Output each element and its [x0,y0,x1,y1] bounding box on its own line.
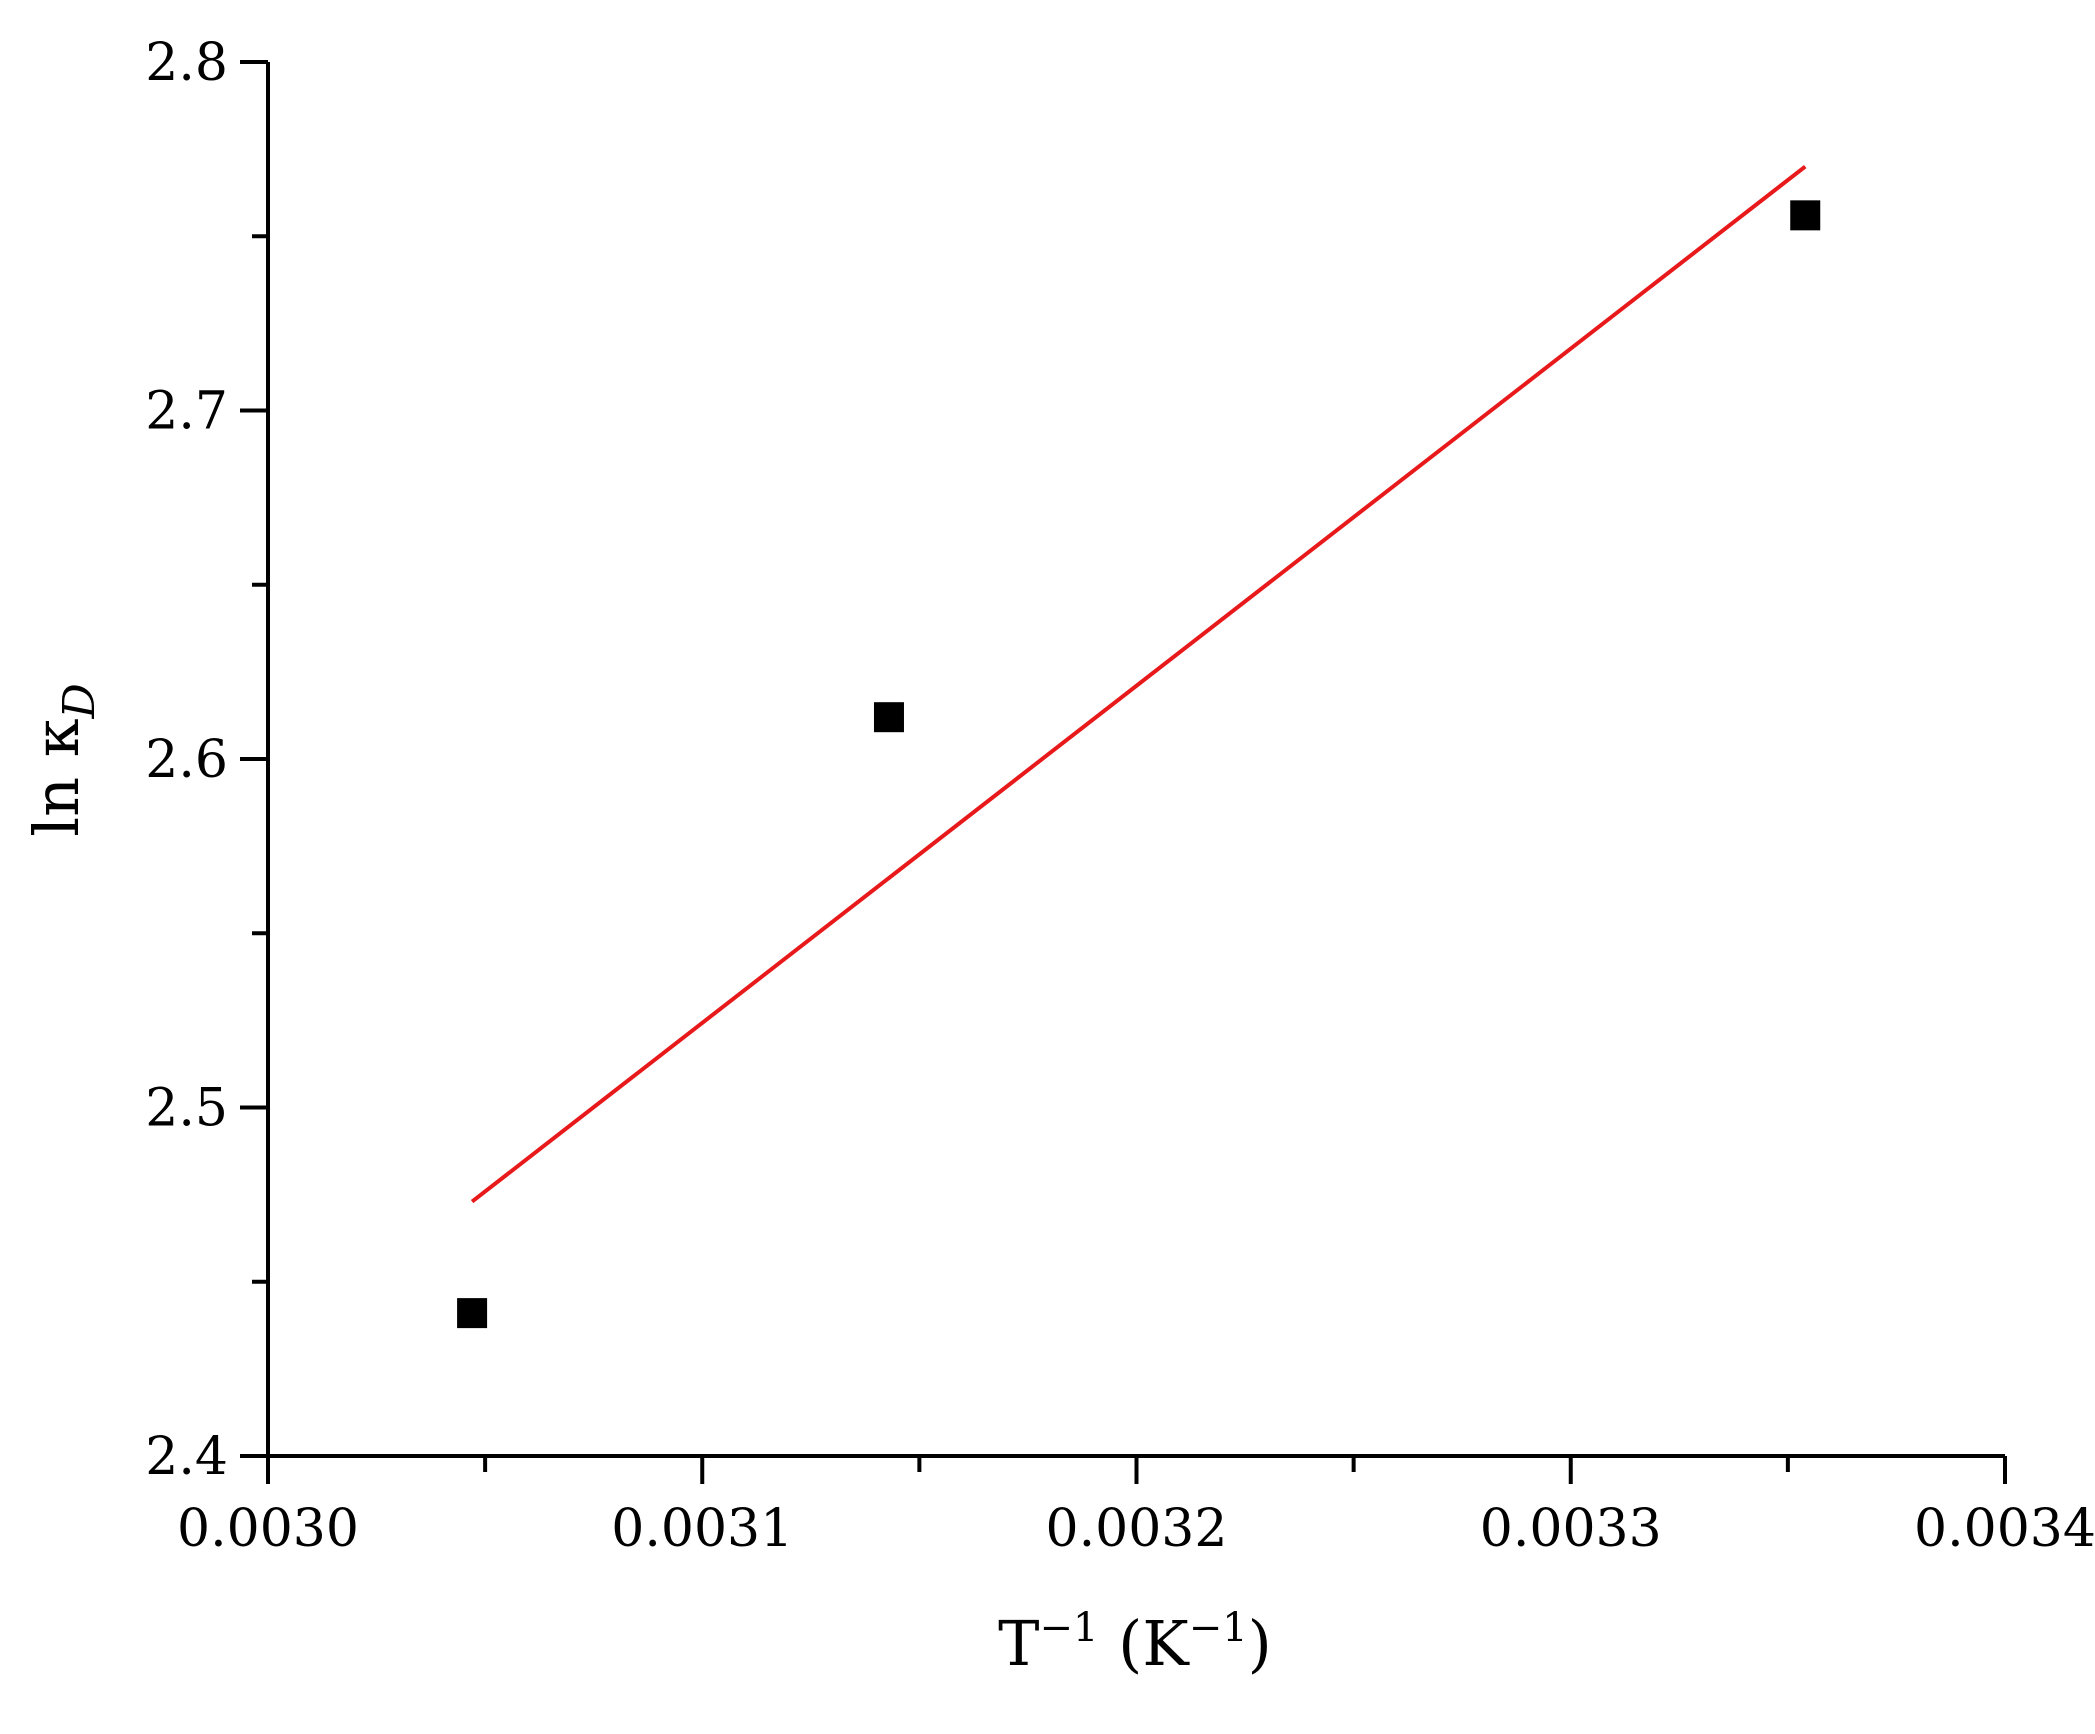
x-axis-title: T−1 (K−1) [998,1605,1272,1680]
y-tick-label: 2.6 [145,730,228,790]
linear-fit-line [470,164,1807,1204]
y-ticks: 2.4 2.5 2.6 2.7 2.8 [145,33,268,1487]
y-tick-label: 2.5 [145,1079,228,1139]
y-tick-label: 2.7 [145,382,228,442]
axes [266,62,2005,1458]
fit-line-group [470,164,1807,1204]
x-axis-title-unit-open: (K [1098,1607,1190,1680]
x-tick-label: 0.0030 [177,1499,359,1559]
data-point [1790,200,1821,231]
y-tick-label: 2.8 [145,33,228,93]
x-axis-title-main: T [998,1607,1039,1680]
data-points [457,200,1821,1329]
x-axis-title-sup: −1 [1040,1605,1099,1651]
data-point [457,1298,488,1329]
y-axis-title-main: ln κ [20,719,93,837]
x-axis-title-unit-close: ) [1248,1607,1272,1680]
x-axis-title-unit-sup: −1 [1189,1605,1248,1651]
x-tick-label: 0.0034 [1914,1499,2095,1559]
x-tick-label: 0.0032 [1046,1499,1228,1559]
y-axis-title: ln κD [20,683,105,837]
x-tick-label: 0.0031 [611,1499,793,1559]
data-point [873,702,904,733]
x-tick-label: 0.0033 [1480,1499,1662,1559]
y-tick-label: 2.4 [145,1427,228,1487]
y-axis-title-sub: D [54,683,105,719]
x-ticks: 0.0030 0.0031 0.0032 0.0033 0.0034 [177,1456,2095,1559]
